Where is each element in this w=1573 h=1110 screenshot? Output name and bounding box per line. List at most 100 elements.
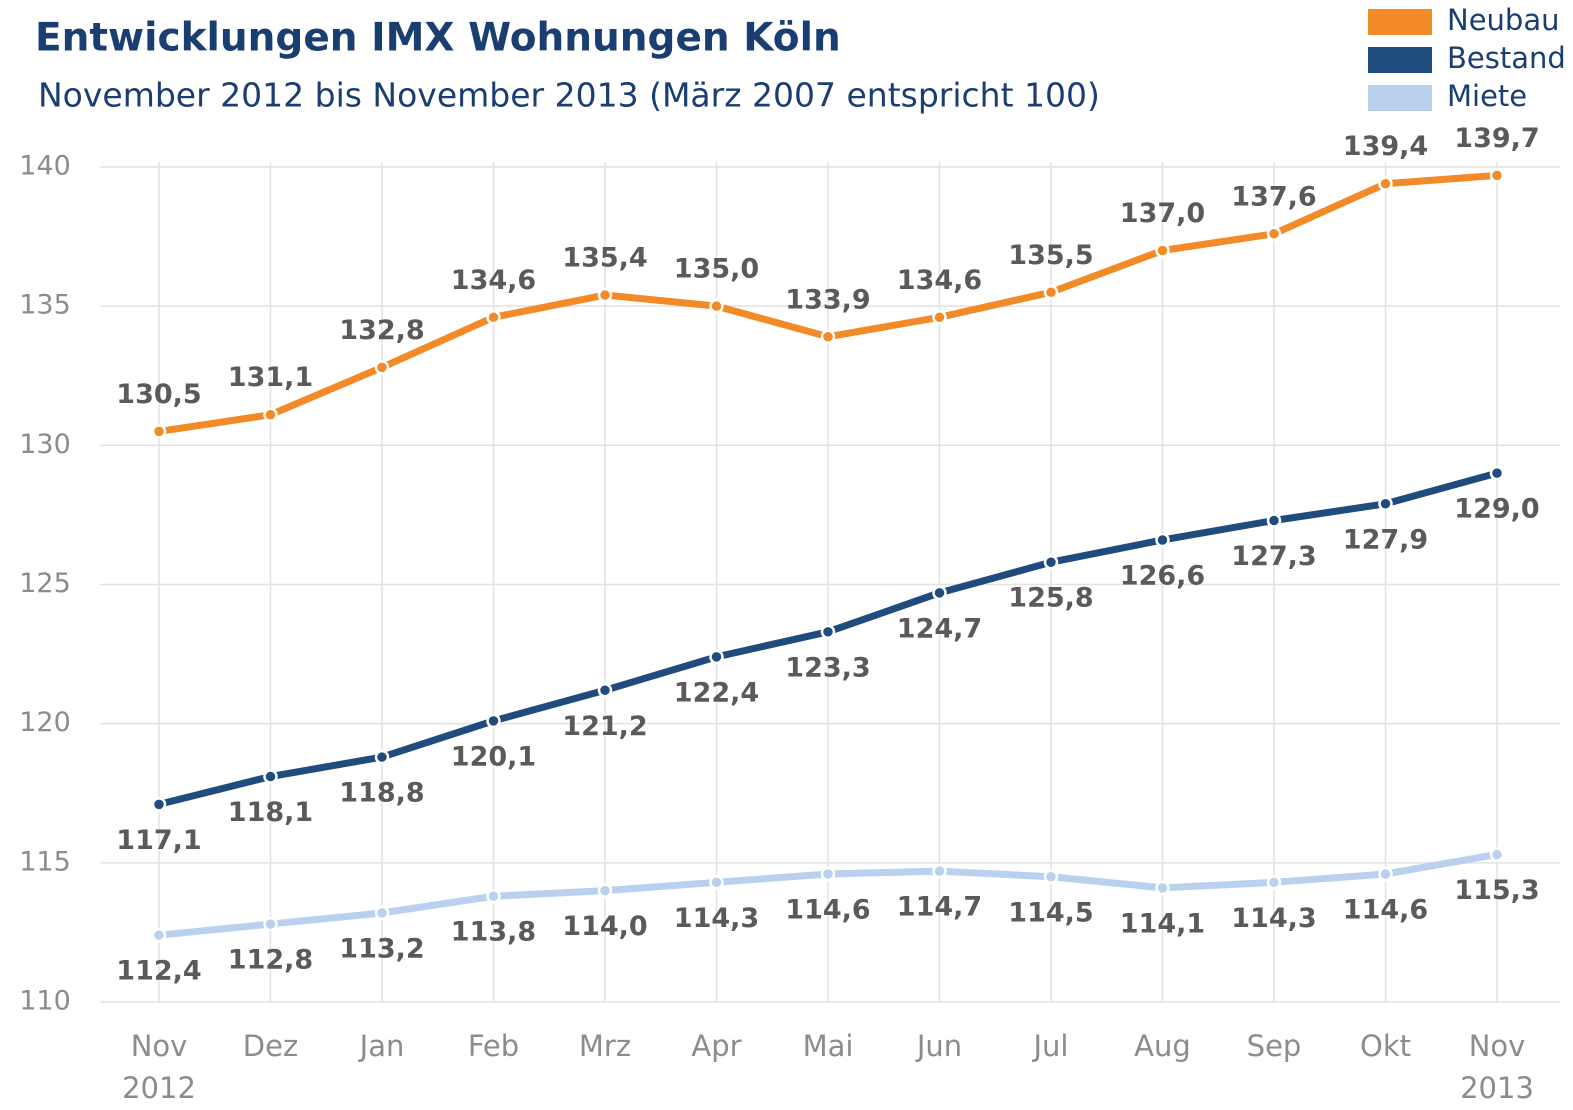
x-tick-label: Sep — [1247, 1029, 1302, 1063]
data-point — [1489, 168, 1505, 183]
data-label: 135,5 — [1008, 240, 1093, 271]
data-label: 131,1 — [228, 362, 313, 393]
x-tick-label: Nov — [1469, 1029, 1526, 1063]
data-label: 125,8 — [1008, 583, 1093, 614]
data-label: 123,3 — [785, 652, 870, 683]
data-point — [486, 713, 501, 729]
data-label: 137,0 — [1120, 198, 1205, 229]
data-label: 118,1 — [228, 797, 313, 828]
data-point — [263, 916, 278, 932]
y-tick-label: 140 — [19, 151, 71, 182]
x-tick-year: 2012 — [122, 1071, 196, 1105]
y-tick-label: 120 — [19, 707, 71, 738]
data-point — [151, 424, 167, 439]
data-point — [374, 905, 390, 921]
data-point — [1155, 243, 1170, 258]
legend-swatch — [1368, 85, 1432, 111]
data-label: 133,9 — [785, 284, 870, 315]
data-point — [374, 749, 390, 765]
data-label: 137,6 — [1231, 181, 1316, 212]
data-point — [709, 649, 724, 665]
data-label: 122,4 — [674, 677, 759, 708]
data-label: 114,6 — [785, 894, 870, 925]
data-label: 132,8 — [339, 315, 424, 346]
data-point — [486, 888, 501, 904]
chart-subtitle: November 2012 bis November 2013 (März 20… — [38, 76, 1100, 115]
data-label: 139,4 — [1343, 131, 1428, 162]
legend-label: Bestand — [1447, 41, 1566, 75]
data-point — [932, 310, 947, 325]
data-label: 135,4 — [562, 243, 647, 274]
data-label: 134,6 — [451, 265, 536, 296]
y-tick-label: 125 — [19, 568, 71, 599]
data-label: 112,4 — [116, 956, 201, 987]
x-tick-label: Nov — [131, 1029, 188, 1063]
data-point — [151, 927, 167, 943]
x-tick-year: 2013 — [1460, 1071, 1534, 1105]
data-label: 127,3 — [1231, 541, 1316, 572]
x-tick-label: Mrz — [579, 1029, 631, 1063]
data-label: 113,8 — [451, 917, 536, 948]
data-point — [374, 360, 390, 375]
data-point — [151, 797, 167, 812]
data-point — [263, 407, 278, 422]
data-label: 126,6 — [1120, 560, 1205, 591]
data-point — [932, 585, 947, 601]
data-label: 121,2 — [562, 711, 647, 742]
y-tick-label: 110 — [19, 986, 71, 1017]
data-label: 115,3 — [1454, 875, 1539, 906]
y-tick-label: 135 — [19, 290, 71, 321]
y-tick-label: 115 — [19, 846, 71, 877]
data-point — [820, 624, 836, 640]
data-point — [597, 683, 613, 698]
legend-label: Neubau — [1447, 3, 1559, 37]
y-tick-label: 130 — [19, 429, 71, 460]
data-point — [1043, 869, 1059, 884]
x-tick-label: Okt — [1360, 1029, 1411, 1063]
data-point — [1378, 866, 1393, 882]
data-label: 129,0 — [1454, 494, 1539, 525]
data-label: 114,5 — [1008, 897, 1093, 928]
data-point — [932, 863, 947, 879]
data-label: 114,3 — [674, 903, 759, 934]
x-tick-label: Dez — [243, 1029, 298, 1063]
x-tick-label: Apr — [691, 1029, 741, 1063]
data-point — [1378, 496, 1393, 512]
data-label: 124,7 — [897, 613, 982, 644]
data-point — [1155, 532, 1170, 548]
data-point — [1489, 847, 1505, 862]
data-point — [820, 866, 836, 882]
data-point — [1043, 285, 1059, 300]
data-point — [1266, 513, 1282, 528]
data-label: 114,1 — [1120, 908, 1205, 939]
legend-swatch — [1368, 47, 1432, 73]
data-point — [597, 287, 613, 303]
data-label: 113,2 — [339, 933, 424, 964]
x-tick-label: Feb — [468, 1029, 519, 1063]
x-tick-label: Mai — [803, 1029, 854, 1063]
data-label: 134,6 — [897, 265, 982, 296]
data-point — [1266, 875, 1282, 890]
data-label: 120,1 — [451, 741, 536, 772]
data-point — [486, 310, 501, 325]
data-label: 114,7 — [897, 892, 982, 923]
data-point — [263, 769, 278, 784]
legend-swatch — [1368, 9, 1432, 35]
data-label: 114,3 — [1231, 903, 1316, 934]
data-point — [820, 329, 836, 345]
data-label: 114,6 — [1343, 894, 1428, 925]
x-tick-label: Jul — [1032, 1029, 1069, 1063]
data-label: 117,1 — [116, 825, 201, 856]
data-label: 130,5 — [116, 379, 201, 410]
data-label: 112,8 — [228, 945, 313, 976]
data-label: 114,0 — [562, 911, 647, 942]
data-point — [709, 875, 724, 890]
data-label: 139,7 — [1454, 123, 1539, 154]
chart-title: Entwicklungen IMX Wohnungen Köln — [35, 16, 841, 61]
x-tick-label: Jan — [358, 1029, 405, 1063]
x-tick-label: Jun — [915, 1029, 962, 1063]
legend-label: Miete — [1447, 79, 1527, 113]
data-point — [1155, 880, 1170, 896]
data-label: 135,0 — [674, 254, 759, 285]
